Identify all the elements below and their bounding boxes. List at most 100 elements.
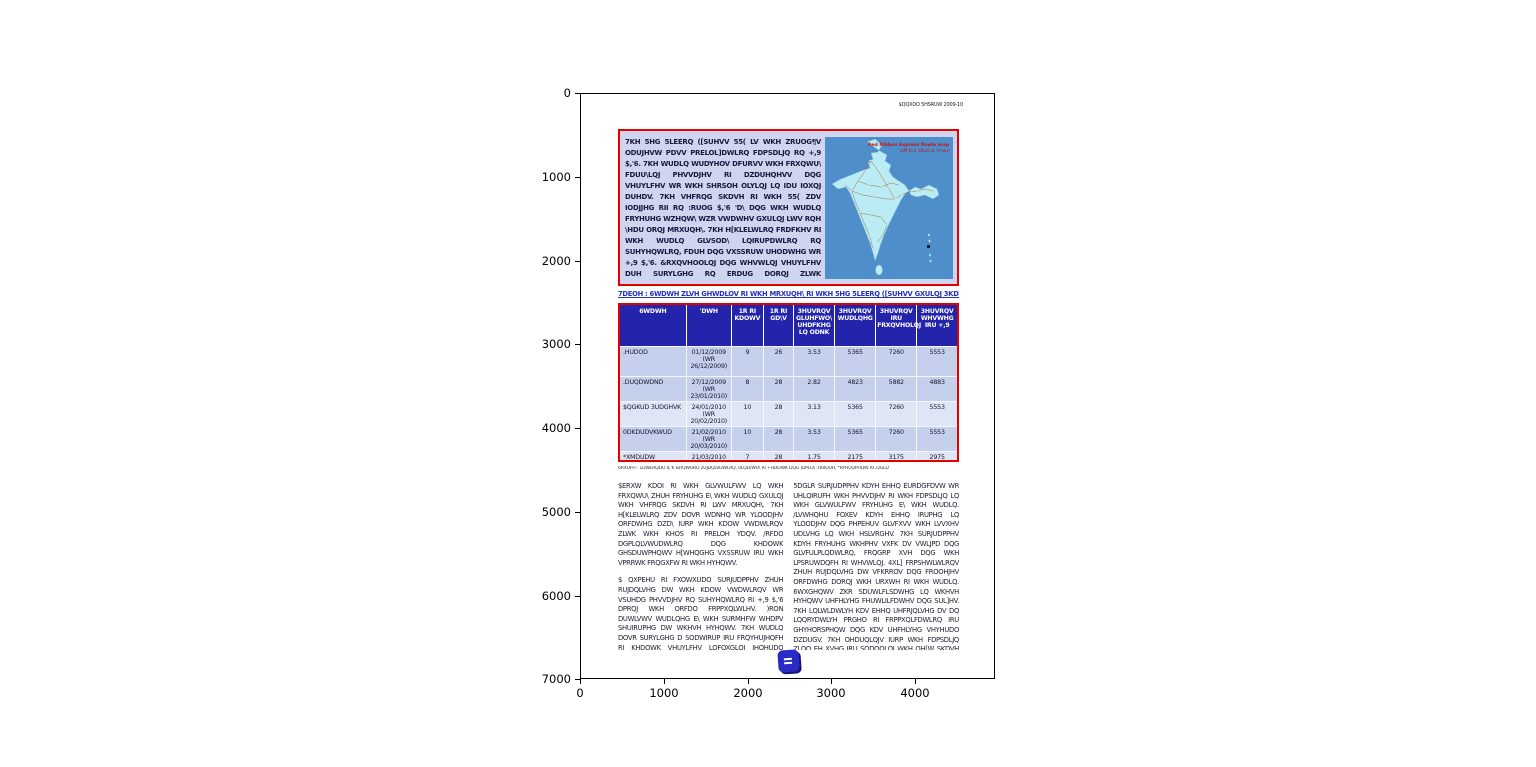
cell-state: *XMDUDW: [620, 451, 687, 460]
cell-counseled: 7260: [875, 401, 917, 427]
emblem-bar: [784, 661, 793, 665]
table-row: 0DKDUDVKWUD 21/02/2010 (WR 20/03/2010) 1…: [620, 426, 957, 452]
plot-area: $QQXDO 5HSRUW 2009-10 7KH 5HG 5LEERQ ([S…: [580, 93, 995, 679]
col-header-state: 6WDWH: [620, 305, 687, 347]
y-tick-mark: [575, 512, 580, 514]
cell-trained: 2175: [834, 451, 876, 460]
table-caption: 7DEOH : 6WDWH ZLVH GHWDLOV RI WKH MRXUQH…: [618, 290, 959, 298]
cell-reached: 3.13: [792, 401, 835, 427]
x-tick-mark: [664, 679, 666, 684]
cell-halts: 10: [730, 401, 764, 427]
cell-counseled: 3175: [875, 451, 917, 460]
col-header-days: 1R RI GD\V: [762, 305, 794, 347]
cell-counseled: 7260: [875, 426, 917, 452]
left-column: $ERXW KDOI RI WKH GLVWULFWV LQ WKH FRXQW…: [618, 482, 783, 650]
map-title: Red Ribbon Express Route map: [868, 142, 950, 148]
table-source-note: 6RXUFH : 1DWLRQDO $,'6 &RQWURO 2UJDQLVDW…: [618, 466, 889, 471]
body-paragraph: $ QXPEHU RI FXOWXUDO SURJUDPPHV ZHUH RUJ…: [618, 576, 784, 650]
x-tick-mark: [831, 679, 833, 684]
x-tick-label: 4000: [900, 686, 930, 700]
map-subtitle: jsM fjcu ,Dlizsl & :V ekx: [899, 148, 949, 153]
india-route-map: Red Ribbon Express Route map jsM fjcu ,D…: [825, 137, 953, 279]
cell-reached: 3.53: [792, 426, 835, 452]
x-tick-mark: [748, 679, 750, 684]
y-tick-mark: [575, 428, 580, 430]
map-marker-icon: [927, 245, 930, 248]
emblem-bar: [783, 657, 792, 661]
cell-tested: 5553: [916, 426, 957, 452]
emblem-icon: [777, 649, 800, 673]
y-tick-mark: [575, 261, 580, 263]
x-tick-label: 1000: [649, 686, 679, 700]
col-header-halts: 1R RI KDOWV: [730, 305, 764, 347]
cell-trained: 5365: [834, 346, 876, 377]
cell-trained: 5365: [834, 426, 876, 452]
y-tick-mark: [575, 596, 580, 598]
y-tick-mark: [575, 344, 580, 346]
cell-halts: 9: [730, 346, 764, 377]
cell-tested: 4883: [916, 376, 957, 402]
statistics-table: 6WDWH 'DWH 1R RI KDOWV 1R RI GD\V 3HUVRQ…: [618, 303, 959, 462]
cell-state: $QGKUD 3UDGHVK: [620, 401, 687, 427]
cell-tested: 2975: [916, 451, 957, 460]
cell-date: 24/01/2010 (WR 20/02/2010): [685, 401, 732, 427]
intro-paragraph: 7KH 5HG 5LEERQ ([SUHVV 55( LV WKH ZRUOG¶…: [625, 138, 821, 278]
x-tick-mark: [915, 679, 917, 684]
y-tick-label: 2000: [541, 254, 571, 268]
cell-state: .DUQDWDND: [620, 376, 687, 402]
cell-halts: 8: [730, 376, 764, 402]
cell-state: 0DKDUDVKWUD: [620, 426, 687, 452]
body-paragraph: 5DGLR SURJUDPPHV KDYH EHHQ EURDGFDVW WR …: [793, 482, 959, 650]
x-tick-mark: [580, 679, 582, 684]
y-tick-mark: [575, 679, 580, 681]
col-header-tested: 3HUVRQV WHVWHG IRU +,9: [916, 305, 957, 347]
cell-tested: 5553: [916, 346, 957, 377]
body-paragraph: $ERXW KDOI RI WKH GLVWULFWV LQ WKH FRXQW…: [618, 482, 784, 567]
cell-halts: 10: [730, 426, 764, 452]
col-header-counseled: 3HUVRQV IRU FRXQVHOLQJ: [875, 305, 921, 347]
col-header-date: 'DWH: [685, 305, 732, 347]
cell-date: 27/12/2009 (WR 23/01/2010): [685, 376, 732, 402]
cell-trained: 4823: [834, 376, 876, 402]
india-map-image: Red Ribbon Express Route map jsM fjcu ,D…: [825, 137, 953, 279]
cell-days: 28: [762, 376, 794, 402]
cell-days: 28: [762, 451, 794, 460]
col-header-reached: 3HUVRQV GLUHFWO\ UHDFKHG LQ ODNK: [792, 305, 835, 347]
body-columns: $ERXW KDOI RI WKH GLVWULFWV LQ WKH FRXQW…: [618, 482, 959, 650]
table-row: .DUQDWDND 27/12/2009 (WR 23/01/2010) 8 2…: [620, 376, 957, 402]
y-tick-label: 0: [563, 86, 571, 100]
col-header-trained: 3HUVRQV WUDLQHG: [834, 305, 876, 347]
table-header-row: 6WDWH 'DWH 1R RI KDOWV 1R RI GD\V 3HUVRQ…: [620, 305, 957, 347]
y-tick-mark: [575, 177, 580, 179]
x-tick-label: 0: [576, 686, 584, 700]
y-tick-label: 3000: [541, 337, 571, 351]
y-tick-label: 7000: [541, 672, 571, 686]
cell-reached: 1.75: [792, 451, 835, 460]
cell-tested: 5553: [916, 401, 957, 427]
table-row: *XMDUDW 21/03/2010 (WR 17/04/2010) 7 28 …: [620, 451, 957, 460]
y-tick-label: 1000: [541, 170, 571, 184]
cell-state: .HUDOD: [620, 346, 687, 377]
cell-days: 28: [762, 426, 794, 452]
cell-counseled: 5882: [875, 376, 917, 402]
y-tick-label: 6000: [541, 589, 571, 603]
x-tick-label: 2000: [733, 686, 763, 700]
y-tick-mark: [575, 93, 580, 95]
cell-counseled: 7260: [875, 346, 917, 377]
cell-date: 21/02/2010 (WR 20/03/2010): [685, 426, 732, 452]
cell-date: 01/12/2009 (WR 26/12/2009): [685, 346, 732, 377]
right-column: 5DGLR SURJUDPPHV KDYH EHHQ EURDGFDVW WR …: [793, 482, 959, 650]
cell-date: 21/03/2010 (WR 17/04/2010): [685, 451, 732, 460]
cell-days: 26: [762, 346, 794, 377]
cell-halts: 7: [730, 451, 764, 460]
table-row: $QGKUD 3UDGHVK 24/01/2010 (WR 20/02/2010…: [620, 401, 957, 427]
y-tick-label: 5000: [541, 505, 571, 519]
intro-box: 7KH 5HG 5LEERQ ([SUHVV 55( LV WKH ZRUOG¶…: [618, 129, 959, 286]
cell-trained: 5365: [834, 401, 876, 427]
y-tick-label: 4000: [541, 421, 571, 435]
table-row: .HUDOD 01/12/2009 (WR 26/12/2009) 9 26 3…: [620, 346, 957, 377]
x-tick-label: 3000: [816, 686, 846, 700]
cell-days: 28: [762, 401, 794, 427]
page-header-text: $QQXDO 5HSRUW 2009-10: [898, 102, 964, 108]
